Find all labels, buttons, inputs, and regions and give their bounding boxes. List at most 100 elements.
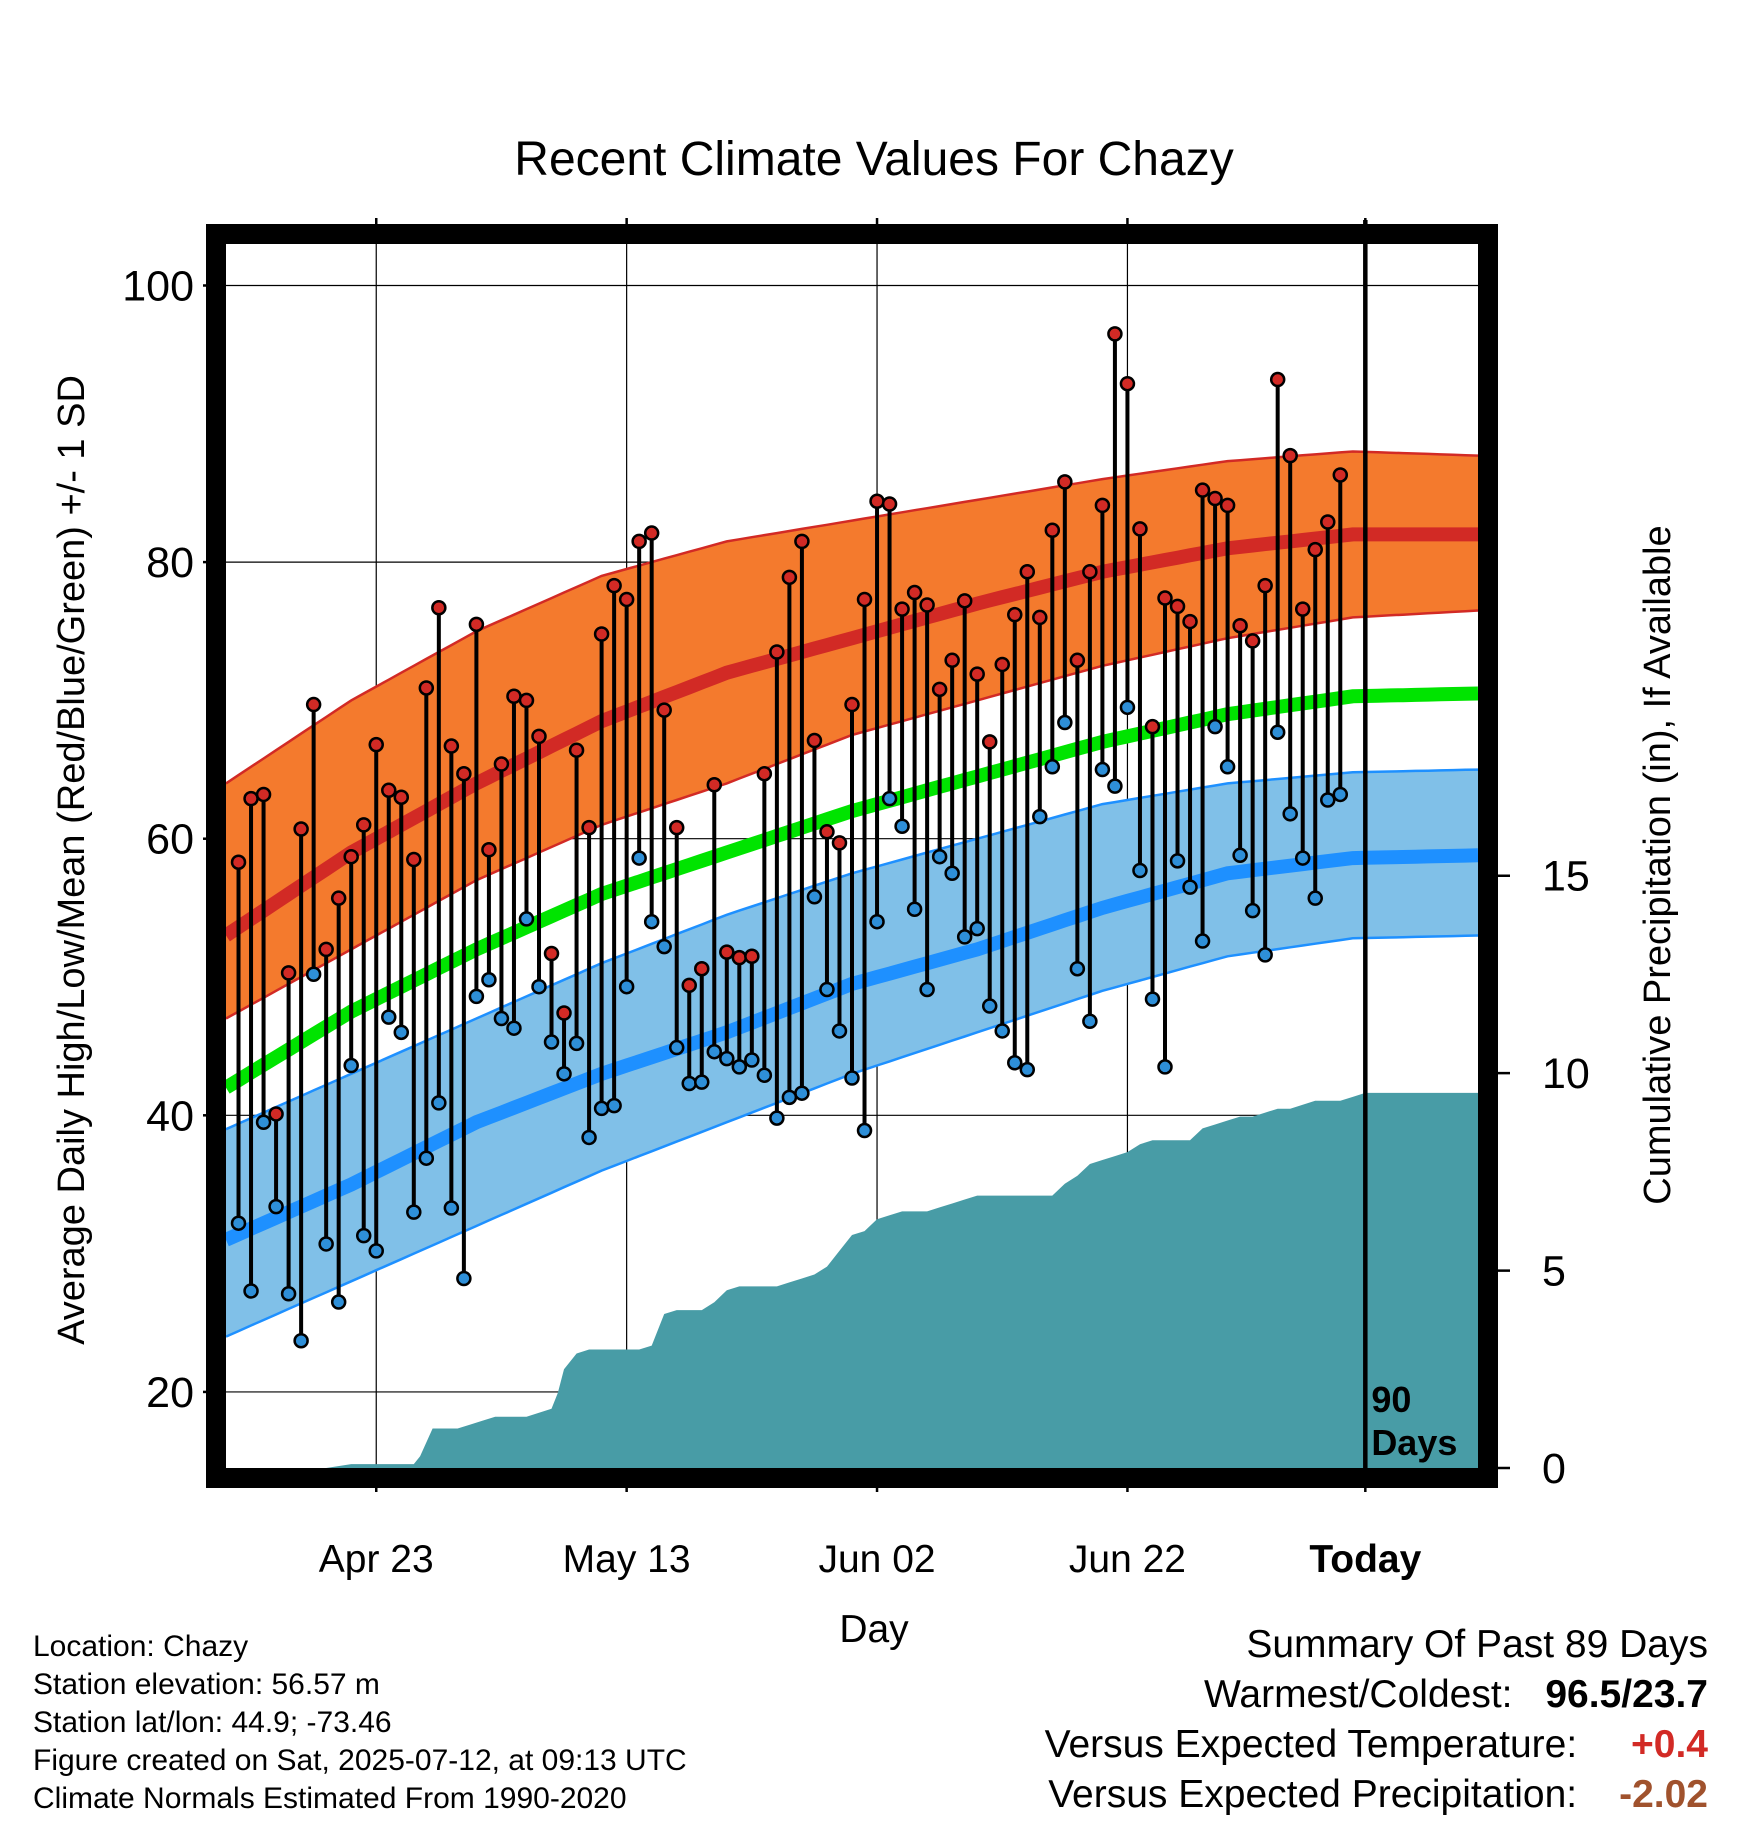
- station-info: Location: Chazy Station elevation: 56.57…: [33, 1632, 687, 1822]
- daily-low-point: [481, 972, 497, 988]
- daily-low-point: [1269, 724, 1286, 740]
- x-tick-label: May 13: [563, 1538, 691, 1581]
- daily-low-point: [1069, 960, 1086, 977]
- x-tick-label: Apr 23: [319, 1538, 434, 1581]
- daily-high-point: [1132, 521, 1148, 537]
- daily-low-point: [606, 1097, 622, 1114]
- daily-low-point: [243, 1283, 259, 1299]
- daily-high-point: [1157, 590, 1173, 606]
- normal-high-upper-edge: [225, 450, 1479, 785]
- daily-high-point: [556, 1005, 572, 1021]
- daily-high-point: [1169, 598, 1186, 615]
- daily-high-point: [844, 696, 860, 713]
- daily-high-point: [1269, 371, 1286, 388]
- x-axis-label: Day: [839, 1608, 909, 1651]
- daily-low-point: [268, 1198, 284, 1215]
- daily-low-point: [1082, 1013, 1098, 1030]
- daily-high-point: [531, 728, 547, 745]
- daily-high-point: [493, 756, 510, 772]
- daily-high-point: [956, 593, 973, 609]
- y-left-tick-label: 40: [146, 1092, 194, 1140]
- daily-low-point: [1107, 778, 1123, 794]
- axes: 20 40 60 80 100 0 5 10 15 Apr 23 May 13 Jun 02 Jun 2…: [122, 218, 1590, 1581]
- daily-low-point: [581, 1129, 597, 1146]
- daily-low-point: [1194, 933, 1211, 949]
- daily-low-point: [1207, 718, 1223, 735]
- daily-stems: [236, 333, 1343, 1341]
- warmest-coldest-label: Warmest/Coldest:: [1204, 1673, 1513, 1716]
- daily-low-point: [280, 1285, 297, 1302]
- summary-panel: Summary Of Past 89 Days Warmest/Coldest:…: [1045, 1625, 1708, 1825]
- daily-high-point: [280, 965, 297, 981]
- y-right-tick-label: 5: [1542, 1248, 1566, 1296]
- daily-low-point: [1132, 862, 1148, 879]
- daily-low-point: [393, 1024, 410, 1041]
- daily-low-point: [443, 1200, 460, 1216]
- daily-low-point: [656, 938, 672, 955]
- daily-low-point: [919, 981, 935, 998]
- summary-title: Summary Of Past 89 Days: [1246, 1623, 1708, 1666]
- daily-high-point: [568, 742, 585, 758]
- daily-high-point: [906, 584, 923, 601]
- daily-low-point: [881, 790, 898, 807]
- daily-low-point: [856, 1122, 873, 1139]
- daily-low-point: [1244, 902, 1261, 919]
- daily-high-point: [668, 819, 685, 836]
- daily-high-point: [456, 765, 472, 782]
- daily-low-point: [518, 911, 535, 927]
- daily-high-point: [618, 591, 635, 608]
- y-left-tick-label: 80: [146, 539, 194, 587]
- daily-high-point: [243, 790, 259, 807]
- daily-low-point: [1057, 714, 1073, 731]
- daily-high-point: [656, 702, 672, 718]
- daily-low-point: [681, 1075, 697, 1092]
- daily-low-point: [1157, 1059, 1173, 1075]
- daily-high-point: [1119, 375, 1136, 392]
- daily-points: [230, 326, 1349, 1349]
- daily-high-point: [1320, 514, 1336, 530]
- daily-low-point: [1032, 808, 1048, 825]
- daily-high-point: [1107, 326, 1123, 342]
- daily-high-point: [1032, 609, 1048, 626]
- daily-high-point: [819, 824, 835, 840]
- daily-high-point: [769, 644, 785, 660]
- daily-low-point: [431, 1095, 447, 1111]
- daily-low-point: [556, 1066, 572, 1082]
- daily-low-point: [305, 966, 322, 983]
- daily-low-point: [1007, 1055, 1023, 1071]
- daily-high-point: [781, 569, 798, 586]
- daily-high-point: [881, 496, 898, 512]
- daily-high-point: [631, 533, 647, 550]
- daily-high-point: [994, 656, 1010, 673]
- daily-high-point: [1019, 564, 1036, 580]
- x-tick-label: Today: [1309, 1538, 1421, 1581]
- daily-high-point: [255, 786, 272, 803]
- daily-low-point: [318, 1236, 334, 1252]
- daily-low-point: [255, 1114, 272, 1130]
- daily-high-point: [581, 819, 597, 836]
- daily-low-point: [493, 1010, 510, 1027]
- daily-high-point: [1082, 564, 1098, 580]
- y-axis-label-left: Average Daily High/Low/Mean (Red/Blue/Gr…: [51, 375, 93, 1345]
- daily-low-point: [643, 913, 660, 930]
- daily-low-point: [844, 1070, 860, 1086]
- daily-high-point: [1232, 617, 1248, 634]
- daily-high-point: [593, 626, 610, 642]
- daily-low-point: [794, 1085, 810, 1101]
- plot-border: [206, 224, 1498, 1488]
- y-left-tick-label: 100: [122, 262, 194, 310]
- daily-low-point: [543, 1034, 560, 1050]
- daily-high-point: [230, 854, 247, 870]
- warmest-coldest-row: Warmest/Coldest: 96.5/23.7: [1045, 1675, 1708, 1725]
- daily-high-point: [1244, 633, 1261, 649]
- latlon-text: Station lat/lon: 44.9; -73.46: [33, 1706, 392, 1739]
- daily-high-point: [1307, 541, 1323, 558]
- location-text: Location: Chazy: [33, 1630, 249, 1663]
- daily-low-point: [694, 1074, 710, 1090]
- daily-high-point: [1194, 482, 1211, 498]
- daily-high-point: [355, 817, 372, 833]
- daily-low-point: [406, 1204, 422, 1220]
- daily-high-point: [330, 890, 347, 906]
- daily-high-point: [643, 525, 660, 541]
